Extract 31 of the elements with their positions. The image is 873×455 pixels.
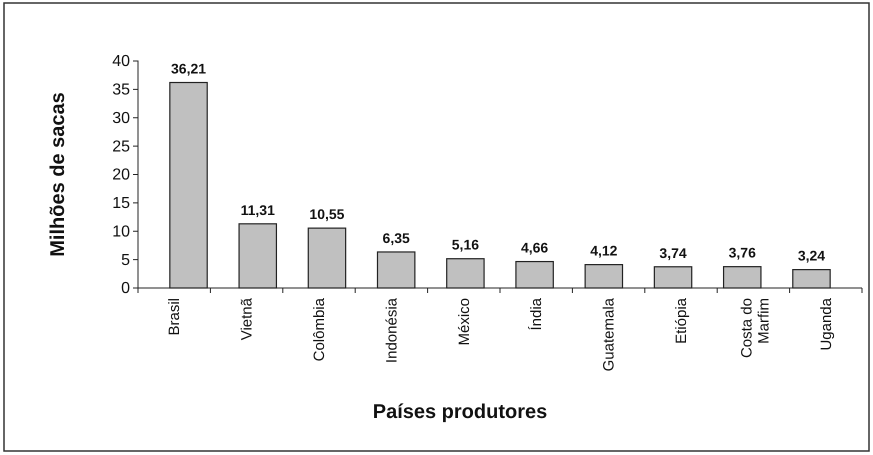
data-label: 10,55	[309, 206, 345, 222]
x-tick-label: Índia	[527, 297, 546, 331]
y-tick-label: 35	[112, 81, 130, 98]
y-tick-label: 5	[121, 252, 130, 269]
data-label: 6,35	[382, 230, 410, 246]
y-tick-label: 30	[112, 110, 130, 127]
x-tick-label: Colômbia	[311, 297, 328, 362]
x-tick-label: Uganda	[818, 297, 835, 351]
x-tick-label: Guatemala	[600, 297, 618, 372]
data-label: 11,31	[240, 202, 276, 218]
x-tick-label: Costa do Marfim	[738, 298, 772, 358]
x-axis-title: Países produtores	[372, 401, 548, 423]
y-tick-label: 20	[112, 166, 130, 184]
y-tick-label: 10	[112, 223, 130, 240]
data-label: 36,21	[171, 60, 206, 77]
data-label: 4,12	[590, 242, 618, 259]
y-tick-label: 40	[112, 53, 130, 70]
y-tick-label: 0	[121, 280, 130, 298]
x-tick-label: México	[456, 298, 473, 346]
data-label: 4,66	[520, 240, 548, 256]
data-label: 3,24	[798, 248, 826, 264]
x-tick-label: Brasil	[166, 298, 184, 336]
x-tick-label: Indonésia	[383, 297, 400, 364]
x-tick-label: Vietnã	[238, 297, 256, 340]
y-tick-label: 25	[112, 138, 130, 156]
data-label: 5,16	[452, 236, 480, 253]
x-tick-label: Etiópia	[673, 297, 690, 344]
data-label: 3,76	[728, 244, 756, 261]
data-label: 3,74	[659, 244, 687, 261]
y-axis-title: Milhões de sacas	[47, 92, 69, 257]
y-tick-label: 15	[112, 194, 130, 212]
